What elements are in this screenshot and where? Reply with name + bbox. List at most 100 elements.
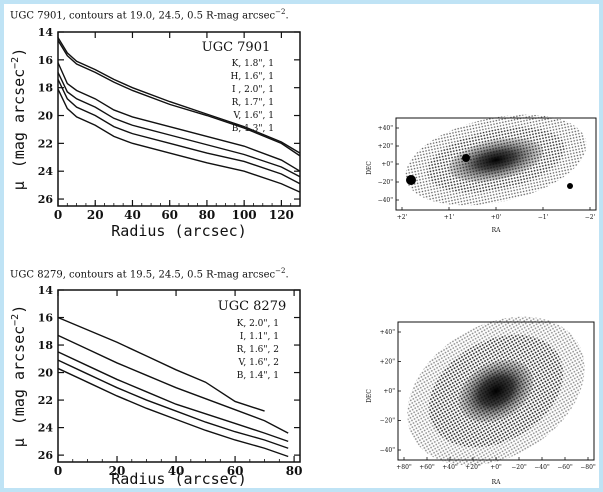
y-tick-label: 14 bbox=[38, 26, 54, 39]
ra-tick-label: −40" bbox=[534, 464, 550, 471]
y-tick-label: 18 bbox=[38, 339, 54, 352]
series-line-r bbox=[57, 351, 289, 443]
series-line-b bbox=[57, 88, 301, 193]
ra-tick-label: +2' bbox=[397, 214, 408, 221]
y-label-exponent: −2 bbox=[10, 314, 21, 326]
caption-exponent: −2 bbox=[275, 8, 286, 16]
legend-entry: R, 1.6", 2 bbox=[237, 345, 279, 355]
y-label-close: ) bbox=[10, 48, 28, 57]
ra-tick-label: +60" bbox=[419, 464, 435, 471]
y-tick-label: 22 bbox=[38, 137, 53, 150]
dec-tick-label: +40" bbox=[380, 329, 396, 336]
y-tick-label: 24 bbox=[38, 422, 54, 435]
series-line-i bbox=[57, 334, 289, 434]
y-label-mu: μ bbox=[10, 438, 28, 447]
ra-tick-label: −20" bbox=[511, 464, 527, 471]
caption-period: . bbox=[285, 269, 289, 281]
legend-entry: R, 1.7", 1 bbox=[232, 98, 274, 108]
dec-tick-label: −40" bbox=[380, 447, 396, 454]
ra-tick-label: −1' bbox=[538, 214, 549, 221]
y-axis-label: μ (mag arcsec−2) bbox=[10, 305, 28, 447]
dec-axis-label: DEC bbox=[366, 389, 373, 403]
x-tick-label: 40 bbox=[124, 208, 141, 222]
y-tick-label: 24 bbox=[38, 165, 54, 178]
y-axis-label: μ (mag arcsec−2) bbox=[10, 48, 28, 190]
galaxy-core bbox=[448, 138, 544, 182]
series-line-v bbox=[57, 79, 301, 185]
dec-tick-label: −20" bbox=[380, 418, 396, 425]
legend-entry: B, 1.4", 1 bbox=[237, 371, 279, 381]
galaxy-image-2: +80" +60" +40" +20" +0" −20" −40" −60" −80" +40"… bbox=[366, 316, 596, 486]
series-line-v bbox=[57, 359, 289, 449]
dec-tick-label: +0" bbox=[383, 388, 395, 395]
y-tick-label: 26 bbox=[38, 193, 54, 206]
y-tick-label: 14 bbox=[38, 284, 54, 297]
dec-tick-label: +0" bbox=[381, 161, 393, 168]
caption-exponent: −2 bbox=[275, 267, 286, 275]
x-tick-label: 40 bbox=[168, 464, 185, 478]
ra-tick-label: +0" bbox=[490, 464, 502, 471]
svg-text:μ (mag arcsec−2): μ (mag arcsec−2) bbox=[10, 305, 28, 447]
galaxy-core bbox=[458, 359, 534, 423]
y-tick-label: 16 bbox=[38, 312, 54, 325]
plot-frame bbox=[57, 289, 301, 463]
galaxy-label: UGC 7901 bbox=[202, 40, 271, 55]
y-tick-label: 18 bbox=[38, 82, 54, 95]
dec-tick-label: −40" bbox=[378, 197, 394, 204]
galaxy-label: UGC 8279 bbox=[218, 299, 287, 314]
legend-entry: I , 2.0", 1 bbox=[232, 85, 274, 95]
legend-entry: H, 1.6", 1 bbox=[231, 72, 274, 82]
x-axis-label: Radius (arcsec) bbox=[111, 222, 246, 240]
y-label-exponent: −2 bbox=[10, 57, 21, 69]
series-line-i bbox=[57, 62, 301, 172]
surface-brightness-plot-2: 0 20 40 60 80 14 16 18 20 22 24 26 UGC 8279 K, 2.0"… bbox=[10, 284, 303, 488]
x-tick-label: 0 bbox=[54, 208, 62, 222]
legend-entry: I, 1.1", 1 bbox=[240, 332, 279, 342]
svg-text:μ (mag arcsec−2): μ (mag arcsec−2) bbox=[10, 48, 28, 190]
star bbox=[462, 154, 470, 162]
y-label-units: (mag arcsec bbox=[10, 69, 28, 168]
dec-tick-label: −20" bbox=[378, 179, 394, 186]
ra-tick-label: +1' bbox=[444, 214, 455, 221]
document-page: UGC 7901, contours at 19.0, 24.5, 0.5 R-… bbox=[4, 4, 599, 488]
dec-tick-label: +20" bbox=[378, 143, 394, 150]
x-tick-label: 20 bbox=[87, 208, 104, 222]
series-line-b bbox=[57, 367, 289, 458]
y-label-units: (mag arcsec bbox=[10, 326, 28, 425]
ra-axis-label: RA bbox=[492, 479, 502, 486]
ra-axis-label: RA bbox=[492, 227, 502, 234]
ra-tick-label: +40" bbox=[442, 464, 458, 471]
legend-entry: K, 1.8", 1 bbox=[232, 59, 274, 69]
y-tick-label: 20 bbox=[38, 367, 54, 380]
x-tick-label: 120 bbox=[269, 208, 294, 222]
legend-entry: V, 1.6", 1 bbox=[232, 111, 274, 121]
galaxy-image-1: +2' +1' +0' −1' −2' +40" +20" +0" −20" −40" RA D… bbox=[366, 114, 597, 234]
x-axis-label: Radius (arcsec) bbox=[111, 470, 246, 488]
ra-tick-label: −2' bbox=[585, 214, 596, 221]
ra-tick-label: −80" bbox=[580, 464, 596, 471]
y-tick-label: 16 bbox=[38, 54, 54, 67]
ra-tick-label: +20" bbox=[465, 464, 481, 471]
caption-text: UGC 8279, contours at 19.5, 24.5, 0.5 R-… bbox=[10, 269, 276, 281]
dec-tick-label: +20" bbox=[380, 359, 396, 366]
star bbox=[567, 183, 573, 189]
legend-entry: V, 1.6", 2 bbox=[237, 358, 279, 368]
x-tick-label: 100 bbox=[232, 208, 257, 222]
y-tick-label: 20 bbox=[38, 110, 54, 123]
dec-tick-label: +40" bbox=[378, 125, 394, 132]
dec-axis-label: DEC bbox=[366, 161, 373, 175]
star bbox=[406, 175, 416, 185]
x-tick-label: 60 bbox=[161, 208, 178, 222]
x-tick-label: 0 bbox=[54, 464, 62, 478]
series-line-k bbox=[57, 37, 301, 154]
ra-tick-label: +0' bbox=[491, 214, 502, 221]
series-line-r bbox=[57, 72, 301, 178]
caption-period: . bbox=[285, 10, 289, 22]
x-tick-label: 20 bbox=[109, 464, 126, 478]
figure-caption-2: UGC 8279, contours at 19.5, 24.5, 0.5 R-… bbox=[10, 267, 289, 280]
y-label-mu: μ bbox=[10, 181, 28, 190]
x-tick-label: 60 bbox=[227, 464, 244, 478]
surface-brightness-plot-1: 0 20 40 60 80 100 120 14 16 18 20 22 24 26 UGC 7901 K… bbox=[10, 26, 301, 240]
x-tick-label: 80 bbox=[286, 464, 303, 478]
